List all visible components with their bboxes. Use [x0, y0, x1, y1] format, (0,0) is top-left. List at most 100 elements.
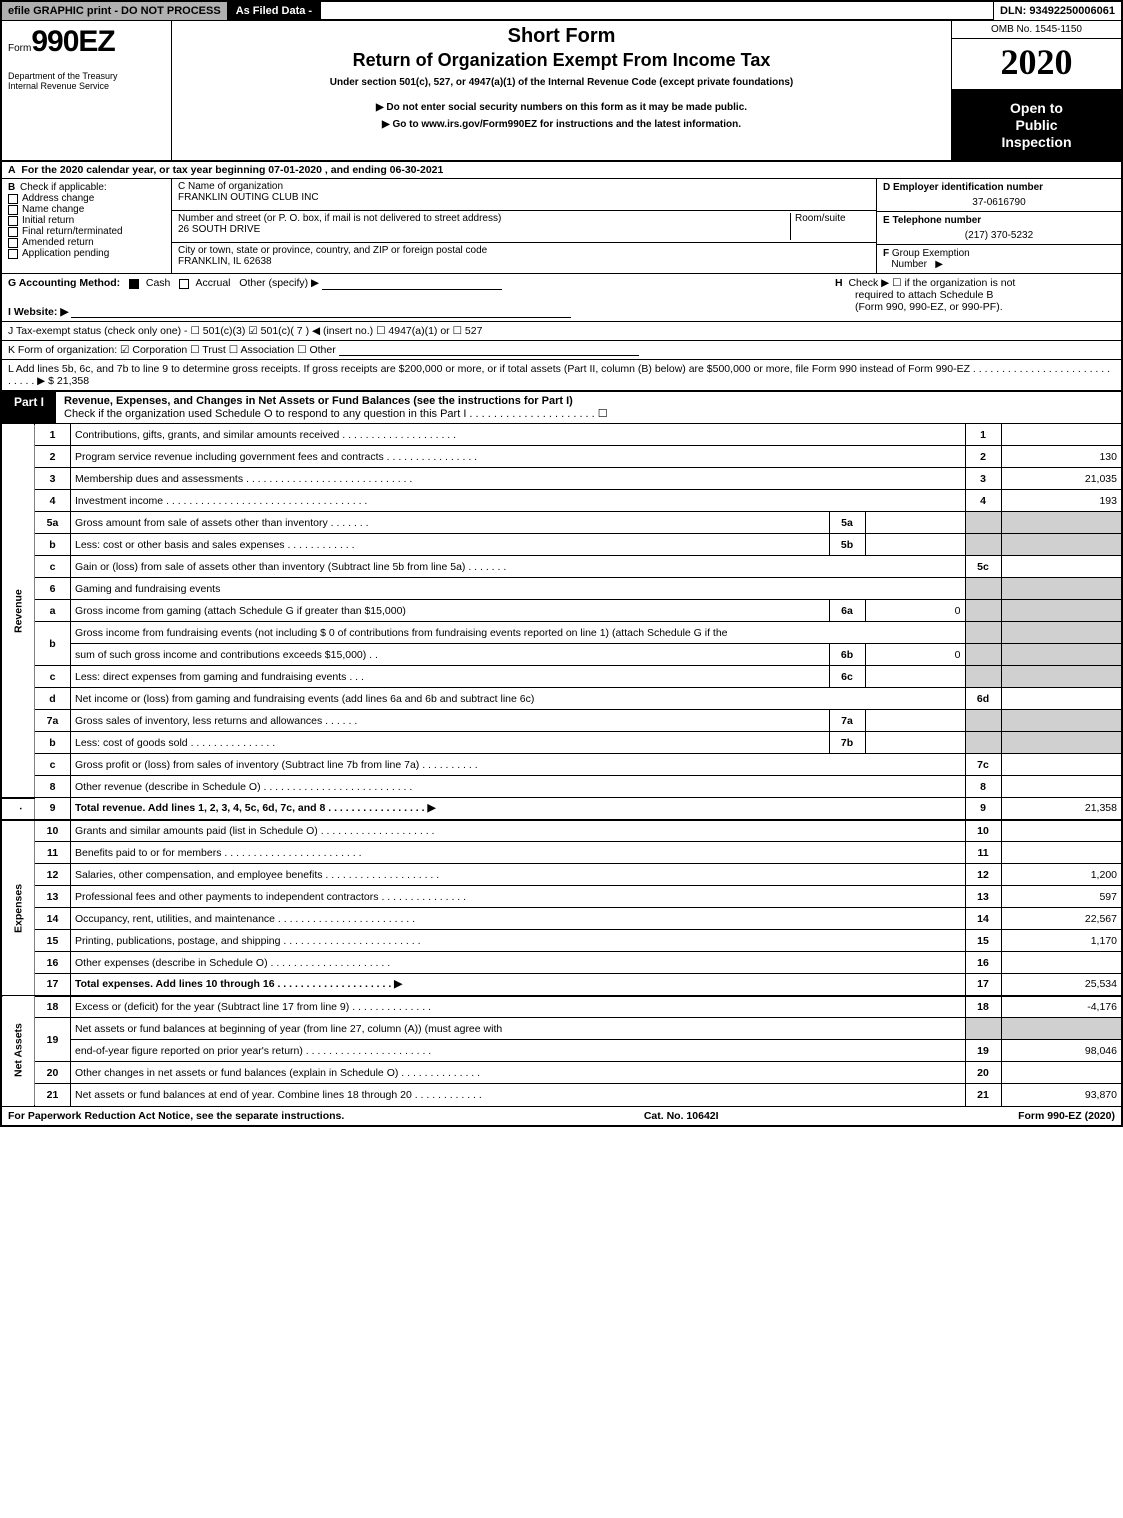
l3-num: 3 — [35, 468, 71, 490]
l10-desc: Grants and similar amounts paid (list in… — [71, 820, 966, 842]
l5c-val — [1001, 556, 1121, 578]
public: Public — [956, 117, 1117, 134]
c-city-label: City or town, state or province, country… — [178, 245, 870, 256]
l2-rnum: 2 — [965, 446, 1001, 468]
chk-cash[interactable] — [129, 279, 139, 289]
l4-desc: Investment income . . . . . . . . . . . … — [71, 490, 966, 512]
l12-val: 1,200 — [1001, 864, 1121, 886]
chk-address-change[interactable] — [8, 194, 18, 204]
l4-rnum: 4 — [965, 490, 1001, 512]
l21-rnum: 21 — [965, 1084, 1001, 1106]
omb-number: OMB No. 1545-1150 — [952, 21, 1121, 39]
chk-name-change[interactable] — [8, 205, 18, 215]
row-l: L Add lines 5b, 6c, and 7b to line 9 to … — [2, 359, 1121, 390]
l5a-sv — [865, 512, 965, 534]
l13-rnum: 13 — [965, 886, 1001, 908]
l-value: $ 21,358 — [48, 375, 89, 387]
open-public-box: Open to Public Inspection — [952, 90, 1121, 160]
expenses-label: Expenses — [2, 820, 35, 996]
l20-num: 20 — [35, 1062, 71, 1084]
l11-desc: Benefits paid to or for members . . . . … — [71, 842, 966, 864]
b-address-change: Address change — [22, 193, 94, 204]
l6d-val — [1001, 688, 1121, 710]
l6d-num: d — [35, 688, 71, 710]
l19-val: 98,046 — [1001, 1040, 1121, 1062]
l2-desc: Program service revenue including govern… — [71, 446, 966, 468]
l6a-rval — [1001, 600, 1121, 622]
h-line2: required to attach Schedule B — [835, 289, 1115, 301]
c-street-label: Number and street (or P. O. box, if mail… — [178, 213, 790, 224]
l6c-rnum — [965, 666, 1001, 688]
l19-rval1 — [1001, 1018, 1121, 1040]
l19-desc2: end-of-year figure reported on prior yea… — [71, 1040, 966, 1062]
l5b-sn: 5b — [829, 534, 865, 556]
netassets-label: Net Assets — [2, 996, 35, 1106]
b-name-change: Name change — [22, 204, 84, 215]
l7b-rnum — [965, 732, 1001, 754]
l15-rnum: 15 — [965, 930, 1001, 952]
col-c: C Name of organization FRANKLIN OUTING C… — [172, 179, 876, 273]
l5b-rnum — [965, 534, 1001, 556]
l8-num: 8 — [35, 776, 71, 798]
header-right: OMB No. 1545-1150 2020 Open to Public In… — [951, 21, 1121, 160]
l7c-val — [1001, 754, 1121, 776]
k-other-input[interactable] — [339, 344, 639, 356]
l6c-sn: 6c — [829, 666, 865, 688]
footer-mid: Cat. No. 10642I — [344, 1110, 1018, 1122]
chk-amended[interactable] — [8, 238, 18, 248]
l3-val: 21,035 — [1001, 468, 1121, 490]
l11-val — [1001, 842, 1121, 864]
l3-desc: Membership dues and assessments . . . . … — [71, 468, 966, 490]
l19-rnum: 19 — [965, 1040, 1001, 1062]
l10-rnum: 10 — [965, 820, 1001, 842]
open-to: Open to — [956, 100, 1117, 117]
l6-desc: Gaming and fundraising events — [71, 578, 966, 600]
l21-val: 93,870 — [1001, 1084, 1121, 1106]
org-street: 26 SOUTH DRIVE — [178, 224, 790, 235]
chk-pending[interactable] — [8, 249, 18, 259]
b-final: Final return/terminated — [22, 226, 123, 237]
l7b-sv — [865, 732, 965, 754]
l9-num: 9 — [35, 798, 71, 820]
l-text: L Add lines 5b, 6c, and 7b to line 9 to … — [8, 363, 1110, 387]
l14-num: 14 — [35, 908, 71, 930]
g-other-input[interactable] — [322, 278, 502, 290]
l6a-sv: 0 — [865, 600, 965, 622]
topbar: efile GRAPHIC print - DO NOT PROCESS As … — [2, 2, 1121, 20]
l20-desc: Other changes in net assets or fund bala… — [71, 1062, 966, 1084]
website-input[interactable] — [71, 306, 571, 318]
l13-num: 13 — [35, 886, 71, 908]
l16-desc: Other expenses (describe in Schedule O) … — [71, 952, 966, 974]
l6-num: 6 — [35, 578, 71, 600]
h-line3: (Form 990, 990-EZ, or 990-PF). — [835, 301, 1115, 313]
l5b-desc: Less: cost or other basis and sales expe… — [71, 534, 830, 556]
l5a-rval — [1001, 512, 1121, 534]
l6b-rval1 — [1001, 622, 1121, 644]
j-tax-exempt: J Tax-exempt status (check only one) - ☐… — [8, 325, 482, 337]
l1-val — [1001, 424, 1121, 446]
chk-accrual[interactable] — [179, 279, 189, 289]
l18-rnum: 18 — [965, 996, 1001, 1018]
l7a-sv — [865, 710, 965, 732]
part1-title: Revenue, Expenses, and Changes in Net As… — [64, 395, 573, 407]
e-row: E Telephone number (217) 370-5232 — [877, 212, 1121, 245]
header-mid: Short Form Return of Organization Exempt… — [172, 21, 951, 160]
l18-val: -4,176 — [1001, 996, 1121, 1018]
l6b-rnum2 — [965, 644, 1001, 666]
g-cash: Cash — [146, 277, 171, 289]
footer-right: Form 990-EZ (2020) — [1018, 1110, 1115, 1122]
l16-num: 16 — [35, 952, 71, 974]
part1-sub: Check if the organization used Schedule … — [64, 408, 608, 420]
chk-final-return[interactable] — [8, 227, 18, 237]
l8-val — [1001, 776, 1121, 798]
b-label: Check if applicable: — [20, 182, 107, 193]
l20-val — [1001, 1062, 1121, 1084]
l7b-desc: Less: cost of goods sold . . . . . . . .… — [71, 732, 830, 754]
org-city: FRANKLIN, IL 62638 — [178, 256, 870, 267]
l5a-num: 5a — [35, 512, 71, 534]
chk-initial-return[interactable] — [8, 216, 18, 226]
l18-desc: Excess or (deficit) for the year (Subtra… — [71, 996, 966, 1018]
l6a-num: a — [35, 600, 71, 622]
l21-desc: Net assets or fund balances at end of ye… — [71, 1084, 966, 1106]
g-label: G Accounting Method: — [8, 277, 120, 289]
